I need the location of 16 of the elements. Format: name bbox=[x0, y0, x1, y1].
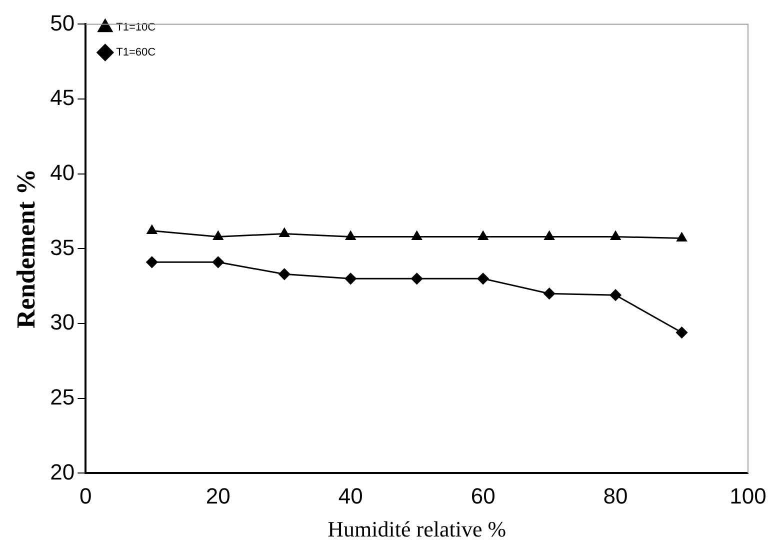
legend-label: T1=60C bbox=[116, 46, 156, 59]
x-tick-label: 100 bbox=[730, 483, 766, 508]
y-tick-label: 45 bbox=[50, 85, 75, 110]
y-tick-label: 25 bbox=[50, 384, 75, 410]
x-tick-label: 20 bbox=[206, 483, 230, 508]
y-tick-label: 35 bbox=[50, 234, 75, 260]
x-tick-label: 80 bbox=[603, 483, 628, 508]
x-tick-label: 60 bbox=[470, 483, 496, 508]
y-axis-title: Rendement % bbox=[11, 168, 40, 328]
y-tick-label: 50 bbox=[50, 10, 75, 36]
x-tick-label: 40 bbox=[338, 483, 363, 508]
y-tick-label: 30 bbox=[50, 310, 75, 335]
x-axis-title: Humidité relative % bbox=[328, 516, 506, 542]
y-tick-label: 40 bbox=[50, 160, 75, 185]
x-tick-label: 0 bbox=[80, 483, 92, 508]
y-tick-label: 20 bbox=[50, 459, 75, 484]
